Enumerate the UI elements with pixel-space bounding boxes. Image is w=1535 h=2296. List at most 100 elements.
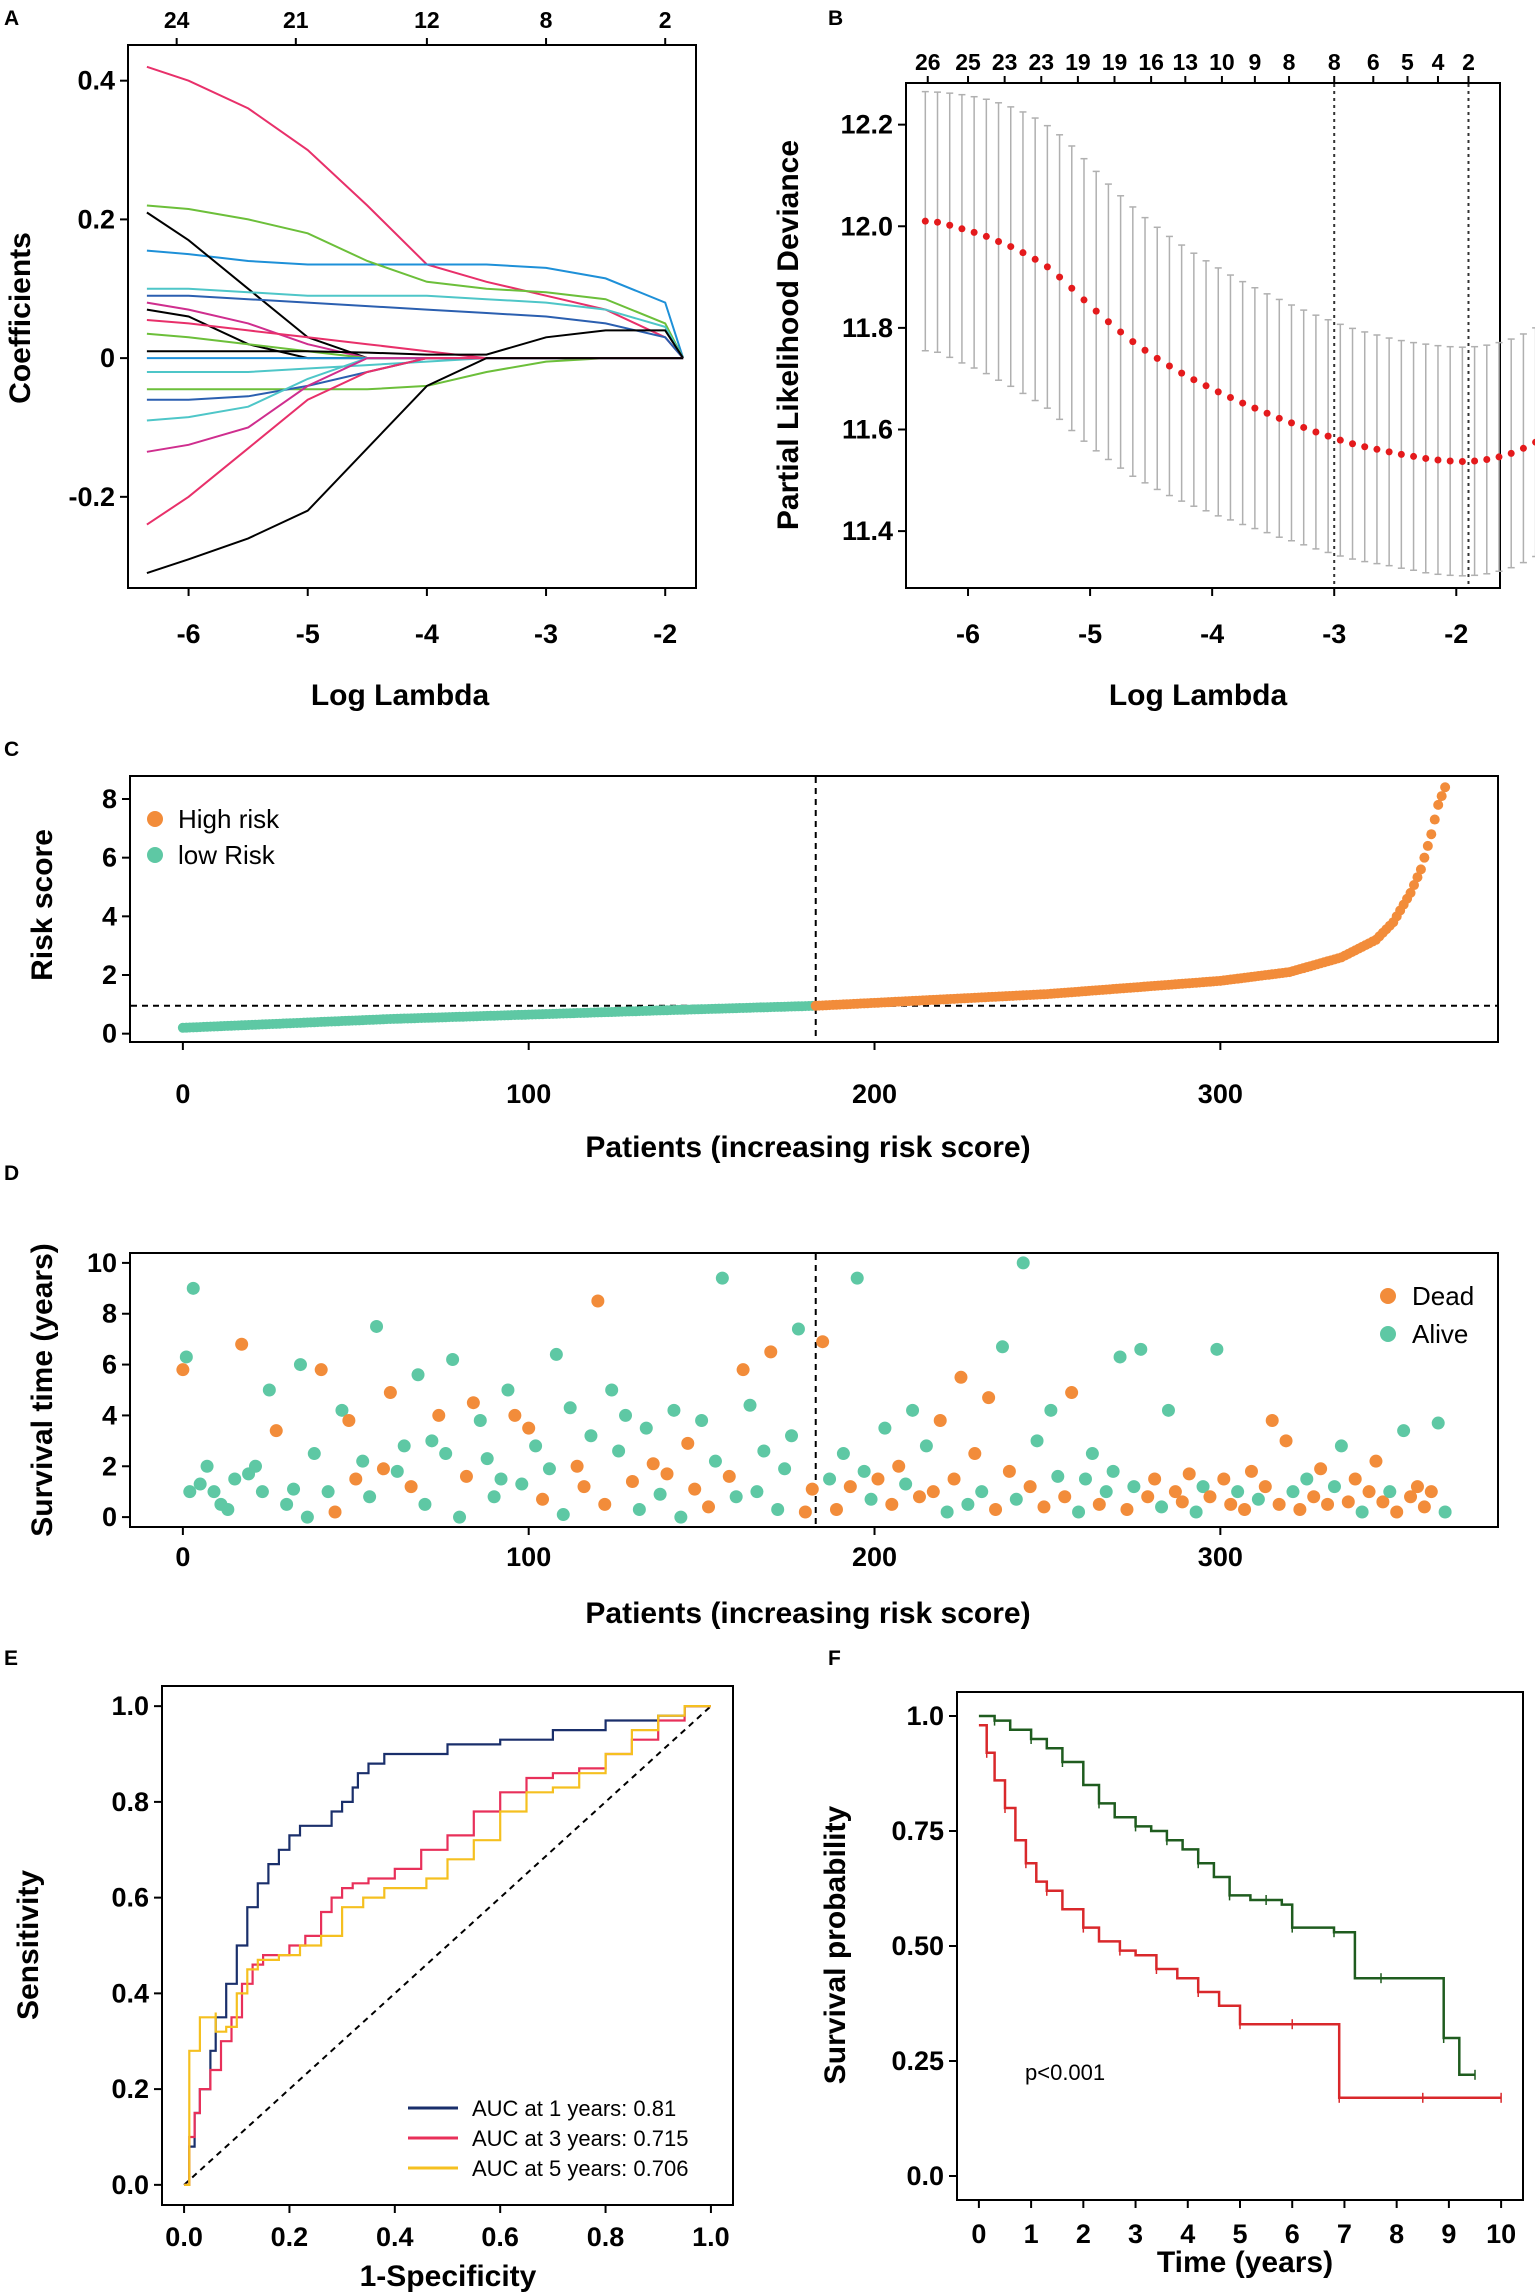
top-tick-label: 23: [1028, 49, 1054, 75]
alive-point: [1078, 1472, 1092, 1486]
y-tick-label: 12.0: [840, 211, 893, 241]
y-tick-label: 0.4: [77, 66, 115, 96]
alive-point: [857, 1464, 871, 1478]
dead-point: [892, 1459, 906, 1473]
top-tick-label: 8: [1283, 49, 1296, 75]
alive-point: [179, 1350, 193, 1364]
x-tick-label: -4: [1200, 619, 1224, 649]
alive-point: [1155, 1500, 1169, 1514]
alive-point: [300, 1510, 314, 1524]
alive-point: [995, 1340, 1009, 1354]
x-tick-label: 1.0: [692, 2222, 730, 2252]
alive-point: [1113, 1350, 1127, 1364]
dead-point: [577, 1480, 591, 1494]
panel-f-xlabel: Time (years): [1157, 2246, 1333, 2279]
panel-f-frame: [956, 1691, 1524, 2201]
alive-point: [750, 1485, 764, 1499]
y-tick-label: 12.2: [840, 110, 893, 140]
dead-point: [1182, 1467, 1196, 1481]
y-tick-label: 0.2: [111, 2074, 149, 2104]
high-risk-point: [1422, 840, 1433, 851]
y-tick-label: 0.25: [891, 2046, 944, 2076]
dead-point: [968, 1447, 982, 1461]
y-tick-label: 1.0: [111, 1691, 149, 1721]
panel-a: A -6 -5 -4 -3 -2 -0.2 0 0.2 0.4 24 21 12 8 2 Log Lamb…: [4, 7, 697, 712]
km-curve-high-risk: [978, 1723, 1502, 2100]
dead-point: [1224, 1497, 1238, 1511]
deviance-point: [1080, 296, 1088, 304]
dead-point: [982, 1391, 996, 1405]
alive-point: [667, 1403, 681, 1417]
deviance-point: [1251, 404, 1259, 412]
dead-point: [1417, 1500, 1431, 1514]
coef-path-g5: [146, 287, 684, 359]
alive-point: [390, 1464, 404, 1478]
top-tick-label: 23: [992, 49, 1018, 75]
dead-point: [646, 1457, 660, 1471]
dead-point: [349, 1472, 363, 1486]
y-tick-label: 0.8: [111, 1787, 149, 1817]
x-tick-label: 0.2: [271, 2222, 309, 2252]
alive-point: [397, 1439, 411, 1453]
alive-point: [708, 1454, 722, 1468]
deviance-point: [1422, 454, 1430, 462]
dead-point: [1376, 1495, 1390, 1509]
x-tick-label: 200: [852, 1079, 897, 1109]
dead-point: [1258, 1480, 1272, 1494]
deviance-point: [1312, 428, 1320, 436]
deviance-point: [1507, 449, 1515, 457]
dead-point: [1369, 1454, 1383, 1468]
legend-label: low Risk: [178, 840, 276, 870]
dead-point: [1120, 1502, 1134, 1516]
dead-point: [1307, 1490, 1321, 1504]
legend-marker: [147, 811, 163, 827]
x-tick-label: 300: [1198, 1079, 1243, 1109]
dead-point: [1341, 1495, 1355, 1509]
coef-path-g11: [146, 329, 684, 359]
dead-point: [1265, 1414, 1279, 1428]
y-tick-label: 6: [102, 1350, 117, 1380]
x-tick-label: -6: [177, 619, 201, 649]
x-tick-label: -5: [1078, 619, 1102, 649]
alive-point: [262, 1383, 276, 1397]
x-tick-label: -5: [296, 619, 320, 649]
deviance-point: [1483, 455, 1491, 463]
panel-f-label: F: [828, 1647, 841, 1670]
dead-point: [1404, 1490, 1418, 1504]
top-tick-label: 6: [1367, 49, 1380, 75]
legend-label: AUC at 1 years: 0.81: [472, 2096, 676, 2121]
alive-point: [1196, 1480, 1210, 1494]
y-tick-label: 11.4: [842, 516, 893, 546]
coef-path-g1: [146, 65, 684, 359]
x-tick-label: -3: [534, 619, 558, 649]
dead-point: [798, 1505, 812, 1519]
x-tick-label: 100: [506, 1079, 551, 1109]
dead-point: [1092, 1497, 1106, 1511]
deviance-point: [1178, 369, 1186, 377]
y-tick-label: 0.0: [111, 2170, 149, 2200]
deviance-point: [1239, 399, 1247, 407]
dead-point: [508, 1408, 522, 1422]
alive-point: [757, 1444, 771, 1458]
x-tick-label: 10: [1486, 2219, 1516, 2249]
deviance-point: [1202, 382, 1210, 390]
alive-point: [370, 1319, 384, 1333]
high-risk-point: [1426, 829, 1437, 840]
alive-point: [961, 1497, 975, 1511]
alive-point: [494, 1472, 508, 1486]
deviance-point: [970, 228, 978, 236]
dead-point: [926, 1485, 940, 1499]
dead-point: [598, 1497, 612, 1511]
roc-curve-2: [184, 1705, 711, 2186]
deviance-point: [995, 238, 1003, 246]
y-tick-label: 11.8: [842, 313, 893, 343]
alive-point: [183, 1485, 197, 1499]
dead-point: [1168, 1485, 1182, 1499]
y-tick-label: 8: [102, 1299, 117, 1329]
panel-a-frame: [127, 44, 697, 589]
alive-point: [1072, 1505, 1086, 1519]
alive-point: [542, 1462, 556, 1476]
x-tick-label: 0.6: [481, 2222, 519, 2252]
deviance-point: [1129, 338, 1137, 346]
